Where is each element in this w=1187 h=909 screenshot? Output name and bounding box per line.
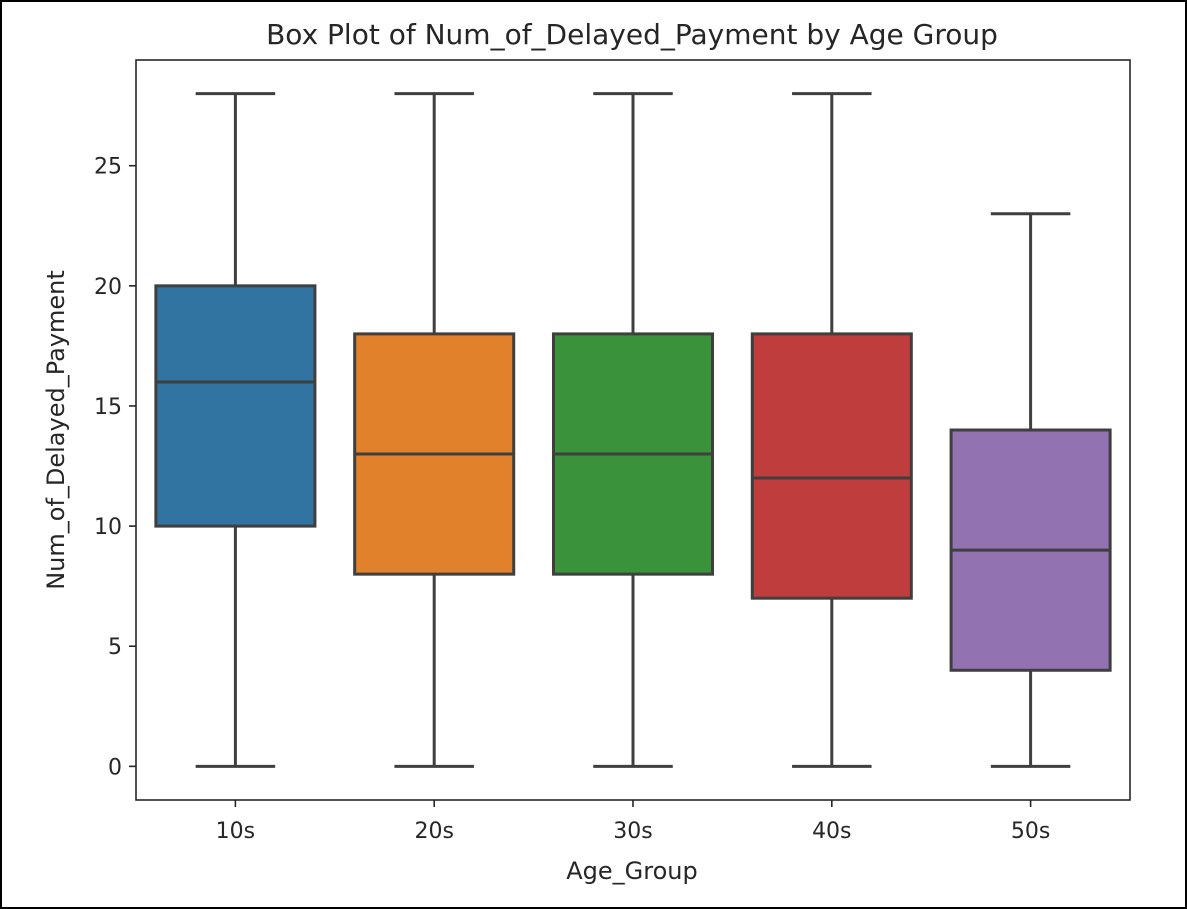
x-tick-label: 20s (414, 819, 453, 844)
box-50s (949, 212, 1112, 768)
y-axis-label: Num_of_Delayed_Payment (42, 270, 70, 590)
box-iqr (750, 332, 913, 600)
y-tick-label: 25 (94, 155, 122, 180)
box-20s (353, 92, 516, 768)
x-axis-label: Age_Group (566, 857, 697, 885)
y-tick-label: 5 (108, 635, 122, 660)
box-40s (750, 92, 913, 768)
boxes-group (154, 92, 1112, 768)
box-10s (154, 92, 317, 768)
x-tick-label: 40s (812, 819, 851, 844)
y-tick-label: 20 (94, 275, 122, 300)
y-tick-label: 15 (94, 395, 122, 420)
y-tick-label: 10 (94, 515, 122, 540)
chart-title: Box Plot of Num_of_Delayed_Payment by Ag… (266, 18, 998, 51)
y-tick-label: 0 (108, 755, 122, 780)
x-tick-label: 30s (613, 819, 652, 844)
box-30s (551, 92, 715, 768)
x-tick-label: 10s (216, 819, 255, 844)
y-axis: 0 5 10 15 20 25 (94, 155, 136, 780)
box-iqr (154, 284, 317, 528)
x-axis: 10s 20s 30s 40s 50s (216, 800, 1050, 844)
x-tick-label: 50s (1011, 819, 1050, 844)
